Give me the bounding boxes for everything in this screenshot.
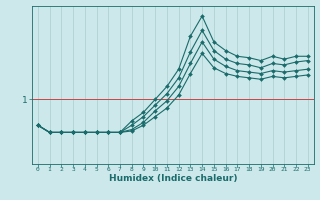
X-axis label: Humidex (Indice chaleur): Humidex (Indice chaleur) (108, 174, 237, 183)
